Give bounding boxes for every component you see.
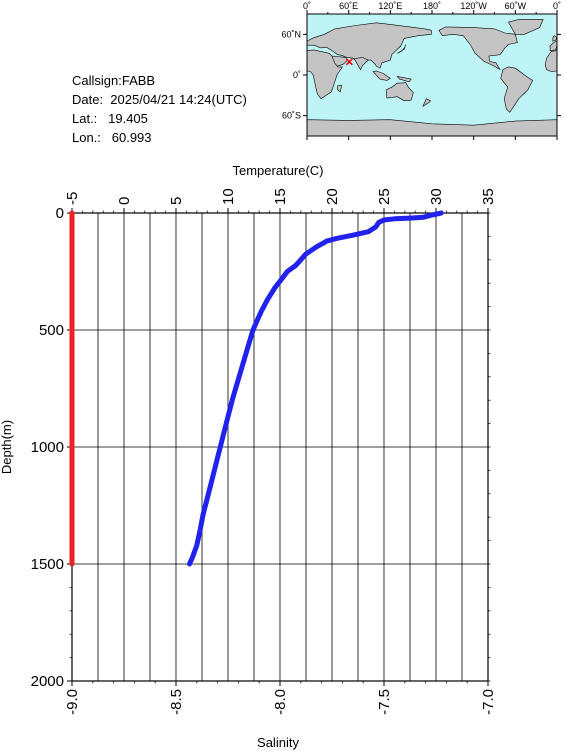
temperature-data-point xyxy=(234,384,239,389)
salinity-data-point xyxy=(69,210,75,216)
map-landmass xyxy=(353,57,369,71)
temperature-data-point xyxy=(350,233,355,238)
salinity-tick-label: -7.0 xyxy=(480,689,497,715)
temperature-data-point xyxy=(242,355,247,361)
station-marker xyxy=(345,58,353,66)
temperature-data-point xyxy=(335,236,340,241)
salinity-axis-title: Salinity xyxy=(257,735,299,750)
map-landmass xyxy=(396,75,412,83)
temperature-data-point xyxy=(254,318,260,323)
map-landmass xyxy=(385,82,414,102)
date-text: Date: 2025/04/21 14:24(UTC) xyxy=(72,92,247,107)
temperature-data-point xyxy=(205,496,210,501)
temperature-data-point xyxy=(293,263,298,268)
temperature-data-point xyxy=(407,215,413,221)
map-landmass xyxy=(438,26,518,70)
map-landmass xyxy=(552,35,558,42)
temperature-data-point xyxy=(392,216,397,221)
temperature-data-point xyxy=(250,327,256,333)
salinity-tick-label: -8.5 xyxy=(168,689,185,715)
temperature-tick-label: 20 xyxy=(324,188,341,205)
temperature-tick-label: 25 xyxy=(376,188,393,205)
latitude-text: Lat.: 19.405 xyxy=(72,111,148,126)
temperature-data-point xyxy=(259,309,264,314)
map-landmass xyxy=(422,98,432,107)
map-lon-label: 120˚W xyxy=(460,1,487,11)
map-frame: 0˚ 60˚E 120˚E 180˚ 120˚W 60˚W 0˚ 60˚N 0˚ 60˚S xyxy=(281,1,561,140)
temperature-data-point xyxy=(381,217,387,223)
station-info: Callsign:FABB Date: 2025/04/21 14:24(UTC… xyxy=(72,71,247,147)
map-lon-label: 60˚W xyxy=(505,1,527,11)
temperature-data-point xyxy=(265,297,270,302)
map-landmass xyxy=(500,66,534,113)
temperature-data-point xyxy=(272,285,277,291)
temperature-tick-label: 30 xyxy=(428,188,445,205)
temperature-data-point xyxy=(303,251,309,257)
temperature-data-point xyxy=(314,244,319,250)
temperature-tick-label: -5 xyxy=(64,192,81,205)
temperature-data-point xyxy=(376,220,381,225)
depth-axis-title: Depth(m) xyxy=(0,420,14,474)
temperature-data-point xyxy=(197,529,203,534)
depth-tick-label: 1000 xyxy=(31,439,64,456)
salinity-data-point xyxy=(69,561,75,567)
map-lon-label: 0˚ xyxy=(303,1,311,11)
temperature-data-point xyxy=(373,224,378,230)
salinity-tick-label: -9.0 xyxy=(64,689,81,715)
map-lat-label: 60˚S xyxy=(282,111,301,121)
temperature-tick-label: 0 xyxy=(116,197,133,205)
depth-tick-label: 1500 xyxy=(31,556,64,573)
map-landmass xyxy=(306,49,343,100)
temperature-data-point xyxy=(200,512,206,518)
temperature-data-point xyxy=(213,463,218,468)
depth-tick-label: 500 xyxy=(39,322,64,339)
temperature-tick-label: 10 xyxy=(220,188,237,205)
temperature-tick-label: 35 xyxy=(480,188,497,205)
temperature-data-point xyxy=(209,479,214,485)
temperature-data-point xyxy=(428,213,433,218)
temperature-data-point xyxy=(421,215,426,220)
temperature-data-point xyxy=(187,561,192,567)
chart-plot: -5 0 5 10 15 20 25 30 35-9.0 -8.5 -8.0 -7.5 -7.00500… xyxy=(0,163,497,750)
map-landmass xyxy=(337,84,343,93)
temperature-data-point xyxy=(230,398,235,403)
temperature-data-point xyxy=(285,269,290,274)
temperature-data-point xyxy=(217,447,222,452)
temperature-data-point xyxy=(221,430,226,436)
temperature-data-point xyxy=(279,276,285,281)
map-landmass xyxy=(397,44,406,54)
callsign-text: Callsign:FABB xyxy=(72,73,156,88)
map-landmass xyxy=(507,19,544,35)
depth-tick-label: 2000 xyxy=(31,673,64,690)
map-landmass xyxy=(306,22,432,71)
temperature-data-point xyxy=(324,238,329,244)
temperature-tick-label: 5 xyxy=(168,197,185,205)
temperature-data-point xyxy=(194,543,199,548)
map-landmass xyxy=(331,55,349,67)
temperature-data-point xyxy=(190,554,195,560)
map-lon-label: 180˚ xyxy=(423,1,441,11)
salinity-tick-label: -8.0 xyxy=(272,689,289,715)
temperature-data-point xyxy=(366,229,371,234)
temperature-data-point xyxy=(225,414,231,419)
map-lon-label: 120˚E xyxy=(378,1,402,11)
map-lon-label: 0˚ xyxy=(553,1,561,11)
map-lat-label: 0˚ xyxy=(293,70,301,80)
map-landmass xyxy=(372,70,391,81)
temperature-data-point xyxy=(298,257,303,262)
temperature-tick-label: 15 xyxy=(272,188,289,205)
temperature-data-point xyxy=(246,341,251,347)
temperature-data-point xyxy=(238,369,243,375)
map-lat-label: 60˚N xyxy=(281,29,301,39)
map-lon-label: 60˚E xyxy=(339,1,358,11)
temperature-data-point xyxy=(439,210,444,216)
depth-tick-label: 0 xyxy=(56,205,64,222)
longitude-text: Lon.: 60.993 xyxy=(72,130,152,145)
world-map: 0˚ 60˚E 120˚E 180˚ 120˚W 60˚W 0˚ 60˚N 0˚ 60˚S xyxy=(281,1,561,140)
temperature-axis-title: Temperature(C) xyxy=(232,163,323,178)
salinity-tick-label: -7.5 xyxy=(376,689,393,715)
